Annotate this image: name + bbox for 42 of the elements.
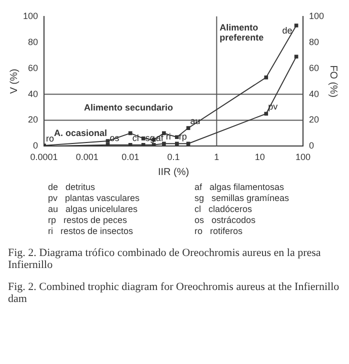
y-tick-label: 20	[28, 114, 38, 125]
x-tick-label: 0.0001	[30, 152, 58, 162]
x-tick-label: 0.01	[122, 152, 140, 162]
y2-tick-label: 100	[308, 10, 324, 21]
x-axis-title: IIR (%)	[158, 166, 190, 178]
text: ro rotiferos	[194, 226, 244, 237]
text: au algas unicelulares	[48, 204, 139, 215]
caption: Fig. 2. Combined trophic diagram for Oreochromis aureus at the Infiernillo dam	[8, 281, 340, 305]
y-tick-label: 40	[28, 88, 38, 99]
text: sg semillas gramíneas	[194, 193, 290, 204]
y-tick-label: 60	[28, 62, 38, 73]
y-axis-title: V (%)	[8, 68, 20, 94]
x-tick-label: 1	[214, 152, 220, 162]
text: cl cladóceros	[194, 204, 254, 215]
y-tick-label: 0	[33, 140, 38, 151]
y2-tick-label: 80	[308, 36, 319, 47]
x-tick-label: 100	[295, 152, 310, 162]
ref-line-label: Alimento secundario	[84, 102, 174, 112]
ref-line-label: A. ocasional	[54, 128, 108, 138]
annotation: af	[156, 132, 164, 143]
y-tick-label: 100	[22, 10, 38, 21]
x-tick-label: 0.001	[76, 152, 98, 162]
x-tick-label: 10	[254, 152, 265, 162]
ref-line-label: Alimento preferente	[220, 22, 264, 42]
y2-tick-label: 40	[308, 88, 319, 99]
text: af algas filamentosas	[194, 182, 286, 193]
text: pv plantas vasculares	[48, 193, 141, 204]
y2-tick-label: 60	[308, 62, 319, 73]
y2-tick-label: 20	[308, 114, 319, 125]
annotation: rp	[178, 132, 187, 142]
y2-tick-label: 0	[308, 140, 314, 151]
x-tick-label: 0.1	[167, 152, 180, 162]
text: de detritus	[48, 182, 96, 193]
text: ri restos de insectos	[48, 226, 134, 237]
annotation: cl	[132, 132, 139, 143]
annotation: ro	[46, 134, 54, 144]
y2-axis-title: FO (%)	[327, 65, 338, 98]
annotation: de	[282, 25, 292, 36]
y-tick-label: 80	[28, 36, 38, 47]
text: rp restos de peces	[48, 215, 128, 226]
text: os ostrácodos	[194, 215, 257, 226]
caption: Fig. 2. Diagrama trófico combinado de Oreochromis aureus en la presa Infiernillo	[8, 247, 322, 271]
